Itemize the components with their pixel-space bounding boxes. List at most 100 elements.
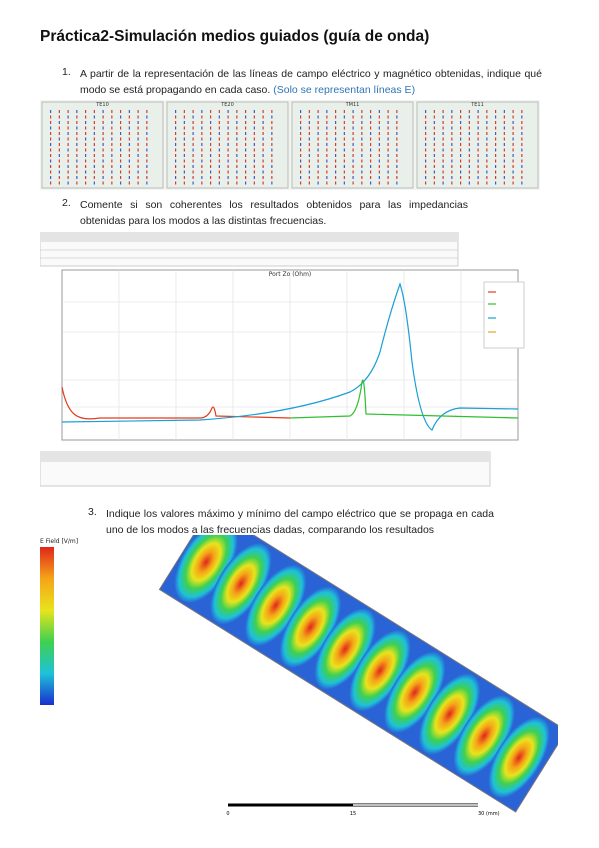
field-arrow	[146, 154, 148, 157]
field-arrow	[146, 126, 148, 130]
field-arrow	[271, 143, 273, 146]
field-arrow	[120, 121, 122, 124]
field-arrow	[370, 148, 372, 152]
field-arrow	[343, 110, 345, 113]
field-arrow	[102, 126, 104, 130]
field-arrow	[503, 121, 505, 124]
field-arrow	[236, 115, 238, 119]
scale-label: 30 (mm)	[478, 811, 500, 817]
field-arrow	[495, 137, 497, 141]
mode-label: TM11	[345, 102, 360, 108]
field-arrow	[50, 143, 52, 146]
field-arrow	[128, 132, 130, 135]
item-number: 2.	[62, 197, 71, 209]
field-arrow	[236, 148, 238, 152]
field-arrow	[486, 148, 488, 152]
field-arrow	[460, 176, 462, 179]
field-arrow	[183, 176, 185, 179]
field-arrow	[308, 154, 310, 157]
field-arrow	[192, 115, 194, 119]
field-arrow	[308, 132, 310, 135]
field-arrow	[102, 154, 104, 157]
field-arrow	[361, 154, 363, 157]
field-arrow	[468, 159, 470, 163]
field-arrow	[58, 115, 60, 119]
field-arrow	[183, 165, 185, 168]
field-arrow	[146, 159, 148, 163]
field-lobe	[453, 695, 515, 777]
field-arrow	[245, 165, 247, 168]
field-arrow	[503, 159, 505, 163]
field-arrow	[218, 159, 220, 163]
field-arrow	[433, 170, 435, 174]
field-arrow	[300, 126, 302, 130]
field-arrow	[512, 115, 514, 119]
field-arrow	[245, 159, 247, 163]
field-arrow	[93, 126, 95, 130]
field-arrow	[335, 137, 337, 141]
field-arrow	[370, 121, 372, 124]
field-arrow	[58, 148, 60, 152]
field-arrow	[486, 181, 488, 185]
field-arrow	[227, 137, 229, 141]
field-arrow	[137, 181, 139, 185]
field-arrow	[227, 126, 229, 130]
field-arrow	[271, 126, 273, 130]
field-arrow	[218, 176, 220, 179]
field-arrow	[67, 110, 69, 113]
field-arrow	[210, 159, 212, 163]
field-arrow	[102, 137, 104, 141]
field-arrow	[50, 121, 52, 124]
field-arrow	[460, 181, 462, 185]
field-arrow	[245, 132, 247, 135]
field-arrow	[192, 143, 194, 146]
field-arrow	[326, 170, 328, 174]
field-arrow	[335, 170, 337, 174]
field-arrow	[433, 165, 435, 168]
field-arrow	[227, 165, 229, 168]
field-arrow	[85, 176, 87, 179]
field-arrow	[300, 165, 302, 168]
field-arrow	[326, 126, 328, 130]
field-arrow	[253, 159, 255, 163]
field-arrow	[262, 115, 264, 119]
field-arrow	[192, 181, 194, 185]
field-arrow	[378, 165, 380, 168]
field-arrow	[146, 143, 148, 146]
field-arrow	[245, 154, 247, 157]
field-arrow	[137, 137, 139, 141]
field-arrow	[102, 181, 104, 185]
field-arrow	[120, 165, 122, 168]
field-arrow	[521, 176, 523, 179]
item-text: Comente si son coherentes los resultados…	[80, 199, 468, 227]
field-arrow	[326, 148, 328, 152]
field-arrow	[352, 148, 354, 152]
field-arrow	[460, 110, 462, 113]
field-arrow	[468, 137, 470, 141]
field-arrow	[271, 165, 273, 168]
field-arrow	[326, 154, 328, 157]
field-arrow	[352, 176, 354, 179]
field-arrow	[317, 115, 319, 119]
field-arrow	[93, 143, 95, 146]
field-arrow	[442, 165, 444, 168]
field-arrow	[425, 137, 427, 141]
field-arrow	[271, 115, 273, 119]
field-arrow	[227, 170, 229, 174]
field-arrow	[387, 126, 389, 130]
field-arrow	[201, 121, 203, 124]
field-arrow	[102, 165, 104, 168]
field-arrow	[120, 154, 122, 157]
field-arrow	[308, 121, 310, 124]
field-arrow	[50, 110, 52, 113]
scale-label: 15	[350, 811, 356, 817]
field-arrow	[460, 121, 462, 124]
field-arrow	[425, 181, 427, 185]
field-arrow	[192, 159, 194, 163]
field-arrow	[111, 176, 113, 179]
field-arrow	[227, 143, 229, 146]
field-arrow	[76, 126, 78, 130]
field-arrow	[67, 176, 69, 179]
field-arrow	[76, 159, 78, 163]
